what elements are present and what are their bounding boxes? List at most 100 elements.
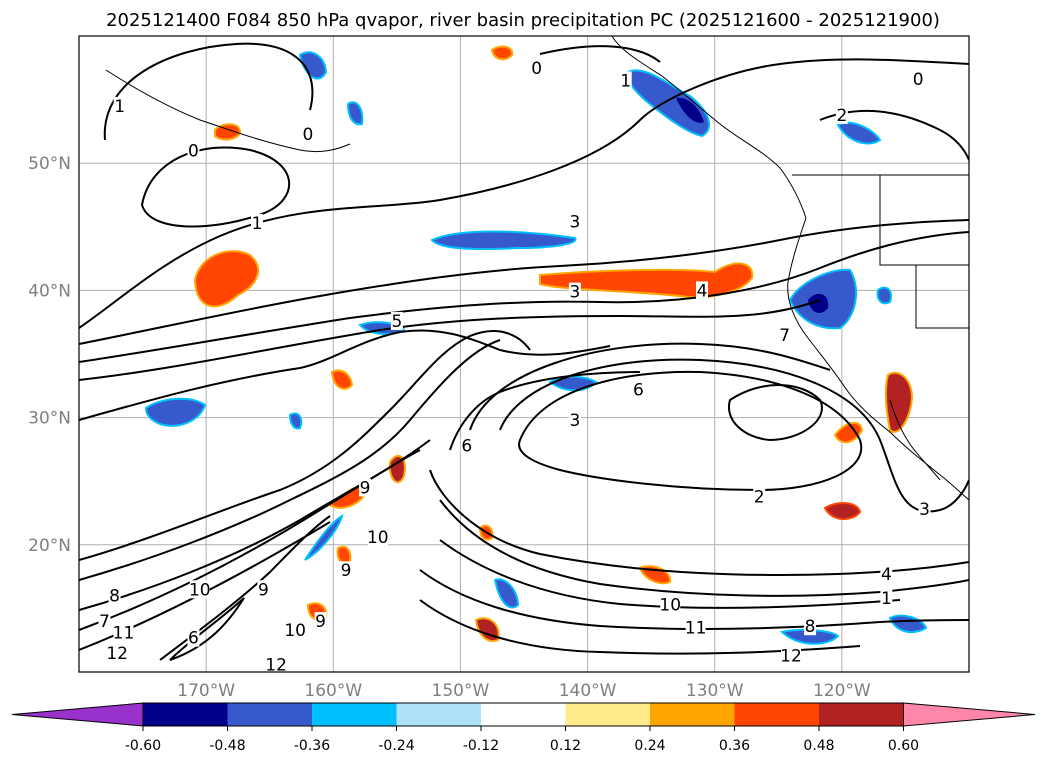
contour-label-background — [189, 580, 210, 599]
contour-label-background — [619, 71, 632, 90]
colorbar-segment — [227, 703, 312, 726]
contour-line — [140, 146, 290, 228]
map-frame-border — [78, 35, 970, 673]
contour-label: 1 — [620, 72, 631, 92]
contour-label-background — [187, 628, 200, 647]
baja-peninsula — [889, 399, 941, 481]
contour-label: 3 — [569, 283, 580, 303]
contour-label: 5 — [391, 312, 402, 332]
contour-line — [79, 231, 969, 363]
precip-blob-cool-20n-strip — [304, 513, 344, 561]
contour-line — [518, 370, 863, 492]
aleutian-chain — [105, 69, 351, 153]
contour-label-background — [660, 595, 681, 614]
contour-label: 10 — [284, 621, 306, 641]
contour-label-background — [568, 411, 581, 430]
contour-line — [499, 358, 969, 513]
contour-label-background — [314, 612, 327, 631]
colorbar: -0.60 -0.48 -0.36 -0.24 -0.12 0.12 0.24 0.36 0.4… — [11, 702, 1036, 754]
contour-label: 8 — [805, 617, 816, 637]
contour-label-background — [266, 655, 287, 672]
colorbar-segment — [481, 703, 566, 726]
figure-title: 2025121400 F084 850 hPa qvapor, river ba… — [106, 10, 940, 31]
precip-blob-cool-alaska-core — [676, 97, 704, 123]
contour-line — [79, 330, 531, 561]
latitude-tick-label: 40°N — [28, 281, 71, 301]
colorbar-extend-max — [903, 702, 1036, 727]
alaska-coast — [611, 36, 807, 219]
contour-label-background — [359, 478, 372, 497]
contour-label: 12 — [780, 646, 802, 666]
contour-label-background — [113, 96, 126, 115]
contour-label-background — [696, 281, 708, 300]
contour-label: 6 — [188, 629, 199, 649]
contour-label: 0 — [913, 70, 924, 90]
contour-label: 11 — [685, 618, 707, 638]
contour-label-background — [685, 618, 706, 637]
contour-label: 0 — [188, 141, 199, 161]
contour-label-background — [912, 70, 925, 89]
longitude-tick-labels: 170°W 160°W 150°W 140°W 130°W 120°W — [177, 681, 871, 701]
contour-label-background — [568, 212, 581, 231]
state-border-1 — [879, 175, 969, 266]
colorbar-tick-label: 0.48 — [803, 738, 834, 754]
contour-line — [79, 329, 611, 421]
colorbar-outline — [142, 702, 904, 727]
contour-line — [79, 449, 421, 631]
colorbar-segment — [734, 703, 819, 726]
contour-line — [103, 42, 314, 141]
contour-label-background — [187, 141, 200, 160]
precip-blob-warm-25n — [388, 454, 406, 483]
precip-blob-cool-north-2 — [346, 101, 364, 126]
contour-label-background — [835, 105, 848, 124]
contour-label: 7 — [779, 326, 790, 346]
precip-blob-cool-oregon-core — [808, 293, 829, 314]
precipitation-anomaly-shading — [144, 45, 928, 645]
contour-label: 9 — [258, 580, 269, 600]
contour-label: 1 — [252, 214, 263, 234]
latitude-tick-label: 50°N — [28, 154, 71, 174]
precip-blob-cool-12n-east — [779, 628, 840, 645]
contour-label-background — [285, 621, 306, 640]
contour-label-background — [781, 646, 801, 665]
precip-blob-cool-14n — [493, 578, 520, 609]
contour-label-background — [568, 282, 581, 301]
longitude-tick-label: 160°W — [304, 681, 362, 701]
contour-label-background — [98, 612, 111, 631]
contour-label: 10 — [189, 580, 211, 600]
colorbar-extend-min — [11, 702, 144, 727]
precip-blob-warm-small — [214, 123, 242, 141]
latitude-tick-labels: 50°N 40°N 30°N 20°N — [28, 154, 71, 556]
contour-line — [439, 499, 969, 597]
precip-blob-west-pacific-warm — [193, 250, 260, 308]
longitude-tick-label: 130°W — [686, 681, 744, 701]
contour-label: 3 — [569, 213, 580, 233]
colorbar-tick-label: 0.36 — [719, 738, 750, 754]
contour-label: 6 — [461, 437, 472, 457]
longitude-tick-label: 140°W — [559, 681, 617, 701]
contour-label: 2 — [754, 487, 765, 507]
contour-line — [727, 384, 823, 442]
colorbar-tick-label: -0.48 — [209, 738, 245, 754]
contour-label: 7 — [99, 612, 110, 632]
graticule — [79, 36, 969, 672]
precip-blob-warm-north — [490, 45, 514, 61]
contour-label-background — [530, 58, 543, 77]
contour-label-background — [367, 528, 388, 547]
contour-label-background — [804, 617, 817, 636]
precip-blob-cool-36n-east — [876, 286, 892, 305]
latitude-tick-label: 30°N — [28, 409, 71, 429]
contour-label: 8 — [109, 587, 120, 607]
colorbar-tick-label: -0.12 — [463, 738, 499, 754]
contour-label-background — [918, 500, 931, 519]
colorbar-tick-label: 0.60 — [888, 738, 919, 754]
contour-label: 9 — [315, 612, 326, 632]
colorbar-segment — [396, 703, 481, 726]
contour-label: 4 — [881, 565, 892, 585]
contour-label: 4 — [697, 281, 708, 301]
contour-label-background — [880, 565, 893, 584]
contour-line — [449, 371, 641, 451]
colorbar-tick-label: -0.24 — [378, 738, 414, 754]
contour-label: 10 — [367, 528, 389, 548]
